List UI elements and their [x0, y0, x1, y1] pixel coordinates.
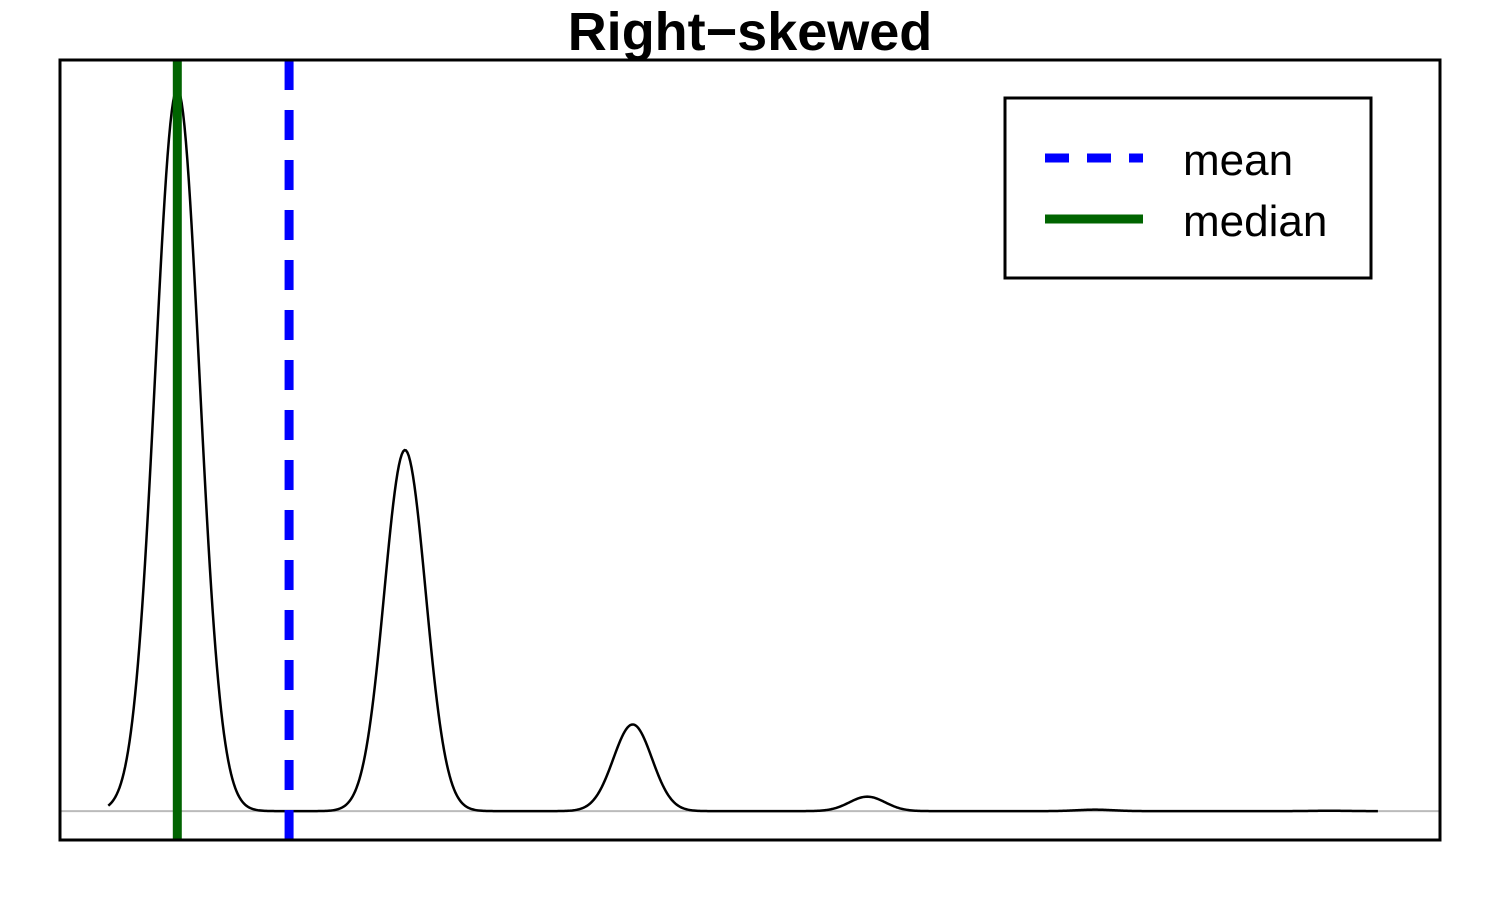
legend-box [1003, 96, 1373, 280]
density-curve [107, 87, 1378, 813]
plot-frame [58, 58, 1442, 842]
plot-content [60, 60, 1440, 840]
legend-label-median: median [1183, 197, 1327, 246]
legend-label-mean: mean [1183, 136, 1293, 185]
chart-title: Right−skewed [568, 2, 933, 62]
legend: mean median [1003, 96, 1373, 280]
